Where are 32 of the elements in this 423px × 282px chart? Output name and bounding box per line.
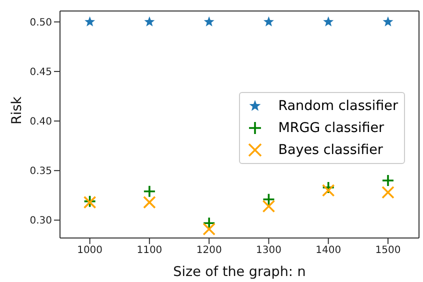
point: [322, 184, 335, 197]
y-tick-label: 0.35: [30, 166, 52, 178]
point: [143, 185, 156, 198]
y-tick-label: 0.30: [30, 216, 52, 227]
point: [144, 16, 155, 26]
x-tick-label: 1300: [256, 245, 282, 256]
point: [263, 16, 274, 26]
point: [202, 222, 216, 236]
y-tick-label: 0.45: [30, 67, 52, 78]
point: [322, 181, 335, 194]
point: [382, 174, 394, 187]
y-tick-label: 0.40: [30, 116, 52, 128]
point: [382, 186, 394, 199]
x-tick-label: 1500: [375, 245, 401, 256]
legend-label: Random classifier: [278, 98, 398, 114]
point: [262, 192, 276, 206]
point: [262, 200, 276, 213]
x-axis-title: Size of the graph: n: [173, 264, 306, 280]
y-tick-label: 0.50: [30, 17, 52, 28]
x-tick-label: 1000: [77, 245, 103, 256]
point: [143, 196, 156, 209]
point: [382, 16, 394, 26]
legend-label: MRGG classifier: [278, 120, 384, 136]
x-tick-label: 1200: [196, 245, 222, 256]
point: [202, 216, 216, 230]
x-tick-label: 1400: [316, 245, 342, 256]
point: [84, 16, 96, 26]
y-axis-title: Risk: [8, 96, 25, 124]
x-tick-label: 1100: [136, 245, 162, 256]
point: [323, 16, 334, 26]
legend-label: Bayes classifier: [278, 142, 383, 158]
point: [204, 16, 214, 26]
